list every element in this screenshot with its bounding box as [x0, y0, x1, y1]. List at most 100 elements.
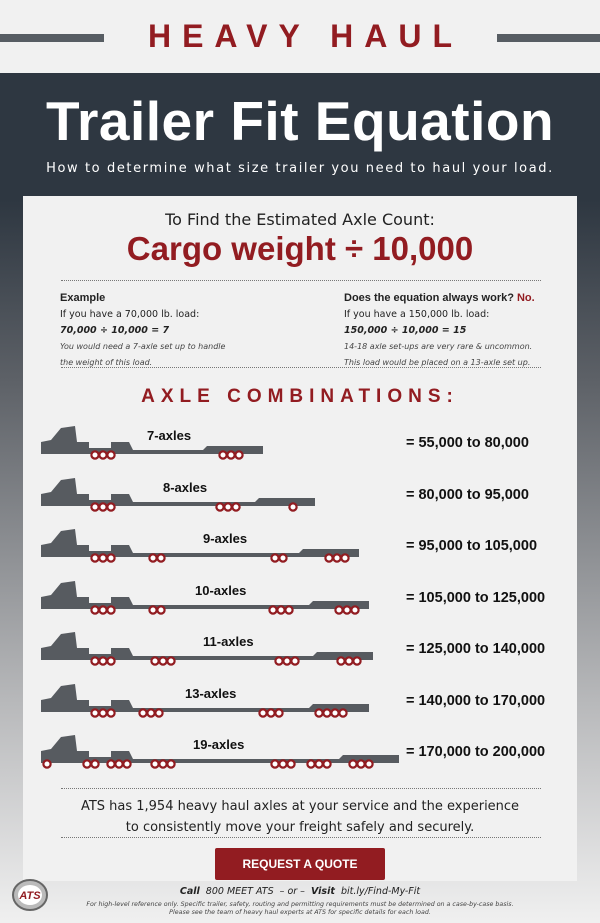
- wheel-icon: [278, 553, 288, 563]
- wheel-icon: [154, 707, 164, 718]
- wheel-icon: [322, 759, 332, 769]
- truck-illustration: [41, 477, 315, 512]
- page-subtitle: How to determine what size trailer you n…: [46, 161, 554, 176]
- wheel-icon: [348, 759, 358, 769]
- wheel-icon: [148, 553, 158, 563]
- trailer-deck: [89, 751, 399, 763]
- wheel-icon: [90, 604, 100, 615]
- wheel-icon: [166, 656, 176, 666]
- wheel-icon: [90, 501, 100, 512]
- wheel-icon: [156, 553, 166, 563]
- trailer-deck: [89, 493, 315, 506]
- wheel-icon: [223, 501, 233, 512]
- axle-label: 13-axles: [185, 685, 237, 701]
- wheel-icon: [98, 656, 108, 666]
- wheel-icon: [334, 604, 344, 615]
- truck-illustration: [41, 632, 373, 666]
- wheel-icon: [106, 759, 116, 769]
- wheel-icon: [268, 604, 278, 615]
- wheel-icon: [42, 759, 52, 769]
- exception-equation: 150,000 ÷ 10,000 = 15: [344, 325, 467, 336]
- axle-label: 11-axles: [203, 634, 254, 649]
- axle-label: 10-axles: [195, 582, 247, 598]
- wheel-icon: [218, 450, 228, 460]
- truck-cab: [41, 632, 89, 660]
- wheel-icon: [266, 707, 276, 718]
- or-text: – or –: [279, 886, 305, 897]
- wheel-icon: [114, 759, 124, 769]
- wheel-icon: [364, 759, 374, 769]
- axle-section-title: AXLE COMBINATIONS:: [141, 386, 459, 407]
- wheel-icon: [150, 656, 160, 666]
- banner-title: HEAVY HAUL: [147, 18, 464, 54]
- ats-logo: ATS: [12, 879, 48, 911]
- truck-cab: [41, 580, 89, 609]
- page-title: Trailer Fit Equation: [45, 90, 555, 152]
- contact-line: Call 800 MEET ATS – or – Visit bit.ly/Fi…: [0, 886, 600, 897]
- wheel-icon: [106, 501, 116, 512]
- wheel-icon: [90, 656, 100, 666]
- axle-label: 19-axles: [193, 737, 245, 752]
- phone-number[interactable]: 800 MEET ATS: [205, 886, 274, 897]
- axle-combination-row: 11-axles = 125,000 to 140,000: [23, 628, 577, 668]
- wheel-icon: [98, 707, 108, 718]
- content-card: To Find the Estimated Axle Count: Cargo …: [23, 196, 577, 881]
- request-quote-button[interactable]: REQUEST A QUOTE: [215, 848, 385, 880]
- wheel-icon: [234, 450, 244, 460]
- wheel-icon: [282, 656, 292, 666]
- wheel-icon: [90, 759, 100, 769]
- exception-note: This load would be placed on a 13-axle s…: [344, 358, 531, 367]
- wheel-icon: [342, 604, 352, 615]
- exception-note: 14-18 axle set-ups are very rare & uncom…: [344, 342, 533, 351]
- wheel-icon: [106, 553, 116, 563]
- wheel-icon: [106, 656, 116, 666]
- wheel-icon: [324, 553, 334, 563]
- trailer-deck: [89, 596, 369, 609]
- wheel-icon: [270, 759, 280, 769]
- wheel-icon: [150, 759, 160, 769]
- wheel-icon: [98, 450, 108, 460]
- wheel-icon: [350, 604, 360, 615]
- trailer-deck: [89, 545, 359, 557]
- divider: [61, 367, 541, 368]
- axle-label: 7-axles: [147, 428, 192, 443]
- example-note: You would need a 7-axle set up to handle: [60, 342, 226, 351]
- wheel-icon: [106, 450, 116, 460]
- example-heading: Example: [60, 292, 106, 304]
- wheel-icon: [340, 553, 350, 563]
- wheel-icon: [158, 759, 168, 769]
- wheel-icon: [278, 759, 288, 769]
- wheel-icon: [290, 656, 300, 666]
- axle-label: 8-axles: [163, 479, 208, 495]
- divider: [0, 34, 104, 42]
- truck-cab: [41, 529, 89, 557]
- disclaimer-line: Please see the team of heavy haul expert…: [169, 909, 431, 916]
- axle-combination-row: 8-axles = 80,000 to 95,000: [23, 474, 577, 514]
- wheel-icon: [98, 501, 108, 512]
- divider: [497, 34, 600, 42]
- wheel-icon: [166, 759, 176, 769]
- trailer-deck: [89, 442, 263, 454]
- example-line: If you have a 70,000 lb. load:: [60, 309, 200, 320]
- truck-illustration: [41, 683, 369, 718]
- truck-cab: [41, 477, 89, 506]
- truck-illustration: [41, 426, 263, 460]
- wheel-icon: [306, 759, 316, 769]
- wheel-icon: [352, 656, 362, 666]
- wheel-icon: [106, 604, 116, 615]
- truck-cab: [41, 735, 89, 763]
- closing-line: ATS has 1,954 heavy haul axles at your s…: [80, 799, 520, 814]
- wheel-icon: [274, 656, 284, 666]
- axle-combination-row: 19-axles = 170,000 to 200,000: [23, 731, 577, 771]
- wheel-icon: [122, 759, 132, 769]
- wheel-icon: [322, 707, 332, 718]
- wheel-icon: [146, 707, 156, 718]
- wheel-icon: [270, 553, 280, 563]
- disclaimer-line: For high-level reference only. Specific …: [86, 901, 514, 908]
- top-banner: HEAVY HAUL: [0, 0, 600, 73]
- trailer-deck: [89, 648, 373, 660]
- truck-illustration: [41, 529, 359, 563]
- truck-cab: [41, 683, 89, 712]
- find-my-fit-link[interactable]: bit.ly/Find-My-Fit: [340, 886, 421, 897]
- example-equation: 70,000 ÷ 10,000 = 7: [60, 325, 170, 336]
